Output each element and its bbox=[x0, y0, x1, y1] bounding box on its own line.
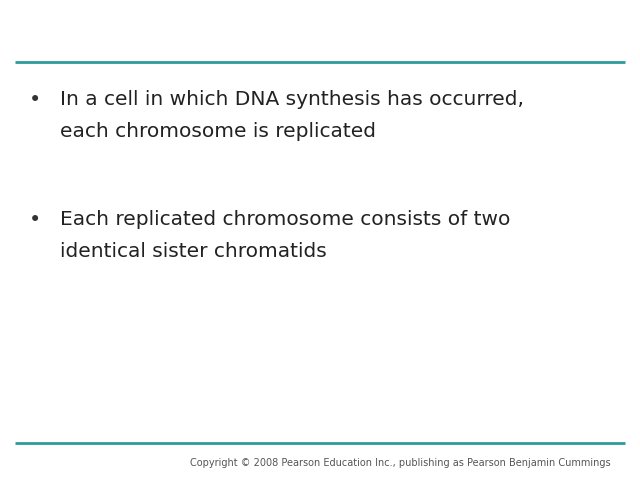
Text: Copyright © 2008 Pearson Education Inc., publishing as Pearson Benjamin Cummings: Copyright © 2008 Pearson Education Inc.,… bbox=[190, 458, 611, 468]
Text: Each replicated chromosome consists of two: Each replicated chromosome consists of t… bbox=[60, 210, 510, 229]
Text: •: • bbox=[29, 90, 41, 110]
Text: identical sister chromatids: identical sister chromatids bbox=[60, 242, 327, 261]
Text: each chromosome is replicated: each chromosome is replicated bbox=[60, 122, 376, 141]
Text: •: • bbox=[29, 210, 41, 230]
Text: In a cell in which DNA synthesis has occurred,: In a cell in which DNA synthesis has occ… bbox=[60, 90, 524, 109]
